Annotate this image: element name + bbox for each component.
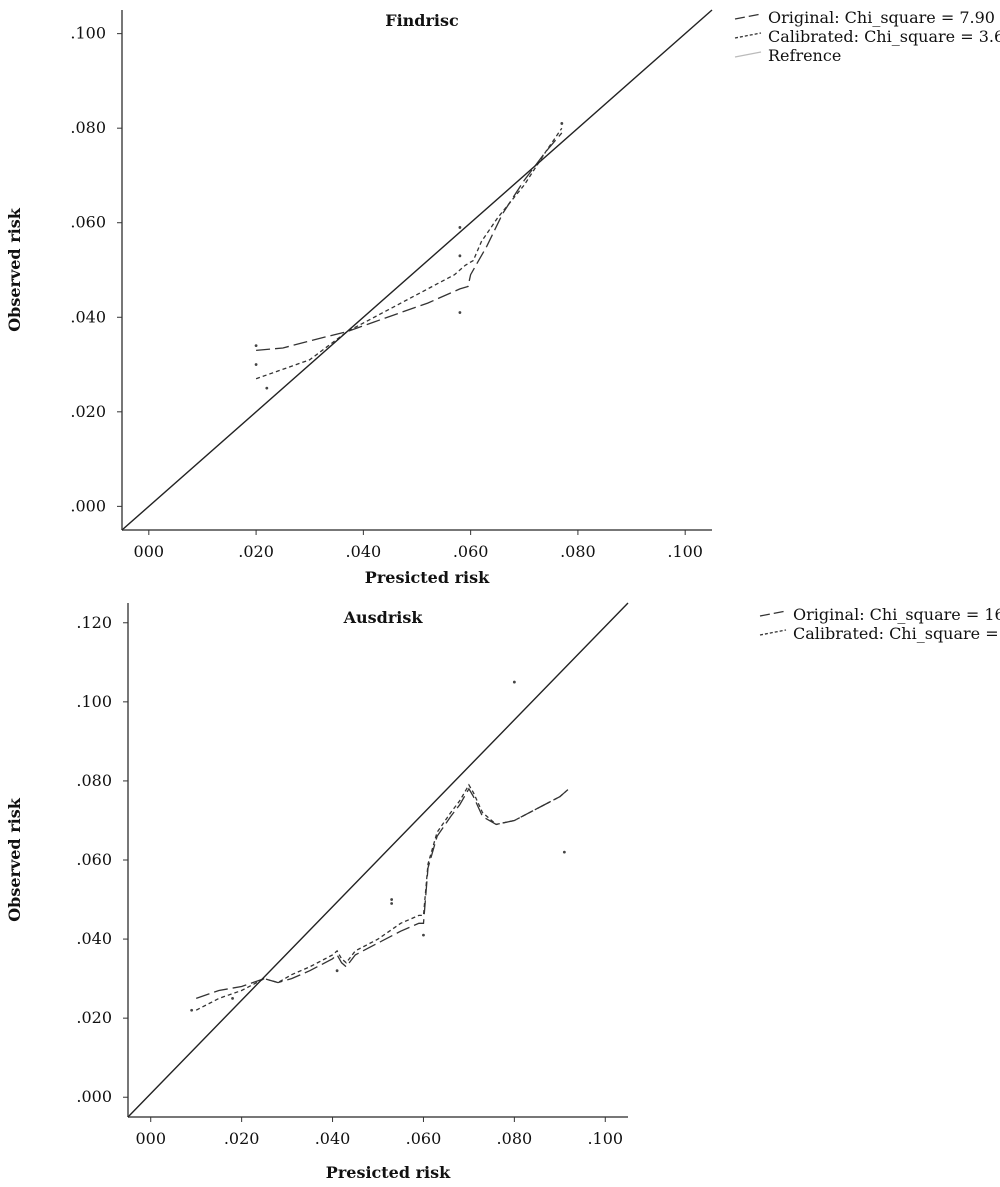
legend-swatch: [734, 13, 762, 20]
y-tick-label: .040: [70, 307, 106, 326]
y-tick-label: .020: [70, 402, 106, 421]
chart-title: Ausdrisk: [343, 608, 424, 627]
x-tick-label: .100: [587, 1129, 623, 1148]
y-tick-label: .100: [70, 24, 106, 43]
legend-label: Refrence: [768, 46, 841, 65]
reference-line: [127, 602, 629, 1118]
data-point: [458, 311, 462, 314]
legend-swatch: [734, 51, 762, 58]
y-tick-label: .120: [76, 613, 112, 632]
x-tick-label: .020: [224, 1129, 260, 1148]
y-tick-label: .080: [70, 118, 106, 137]
legend-label: Calibrated: Chi_square = 14.61: [793, 624, 1000, 643]
x-tick-label: 000: [135, 1129, 166, 1148]
legend-swatch: [759, 629, 787, 636]
x-axis-label: Presicted risk: [326, 1163, 451, 1182]
chart-title: Findrisc: [385, 11, 459, 30]
x-tick-label: 000: [134, 542, 165, 561]
chart-1: .000 .020 .040 .060 .080 .100 000 .020 .040 .060.…: [5, 8, 1000, 587]
y-tick-label: .040: [76, 929, 112, 948]
reference-line: [121, 9, 713, 531]
y-axis-label: Observed risk: [5, 207, 24, 331]
legend: Original: Chi_square = 16.47Calibrated: …: [759, 605, 1000, 643]
x-tick-label: .040: [346, 542, 382, 561]
data-point: [265, 386, 269, 390]
data-point: [458, 226, 462, 229]
y-tick-label: .000: [76, 1087, 112, 1106]
legend-label: Original: Chi_square = 16.47: [793, 605, 1000, 624]
data-point: [390, 898, 394, 901]
y-tick-label: .080: [76, 771, 112, 790]
series-line-2: [195, 783, 570, 1011]
legend-swatch: [759, 610, 787, 617]
legend-label: Original: Chi_square = 7.90: [768, 8, 995, 27]
data-point: [390, 902, 394, 905]
y-tick-label: .100: [76, 692, 112, 711]
data-point: [254, 344, 258, 348]
x-tick-label: .060: [406, 1129, 442, 1148]
data-point: [458, 254, 462, 258]
x-tick-label: .060: [453, 542, 489, 561]
series-line-1: [195, 787, 570, 1000]
x-axis-label: Presicted risk: [365, 568, 490, 587]
data-point: [190, 1008, 194, 1012]
data-point: [231, 996, 234, 1000]
x-tick-label: .100: [667, 542, 703, 561]
y-tick-label: .060: [76, 850, 112, 869]
x-tick-label: .080: [497, 1129, 533, 1148]
series-line-1: [256, 132, 563, 352]
legend-label: Calibrated: Chi_square = 3.69: [768, 27, 1000, 46]
data-point: [422, 933, 425, 937]
data-point: [512, 680, 516, 684]
y-axis-label: Observed risk: [5, 797, 24, 921]
data-point: [335, 969, 339, 973]
legend-swatch: [734, 32, 762, 39]
data-point: [560, 122, 564, 125]
series-line-2: [255, 127, 563, 380]
y-tick-label: .020: [76, 1008, 112, 1027]
data-point: [562, 850, 566, 854]
chart-2: .000 .020 .040 .060 .080 .100 .120 000 .020 .040.…: [5, 602, 1000, 1182]
data-point: [254, 363, 258, 366]
x-tick-label: .020: [238, 542, 274, 561]
y-tick-label: .000: [70, 496, 106, 515]
x-tick-label: .040: [315, 1129, 351, 1148]
x-tick-label: .080: [560, 542, 596, 561]
y-tick-label: .060: [70, 213, 106, 232]
